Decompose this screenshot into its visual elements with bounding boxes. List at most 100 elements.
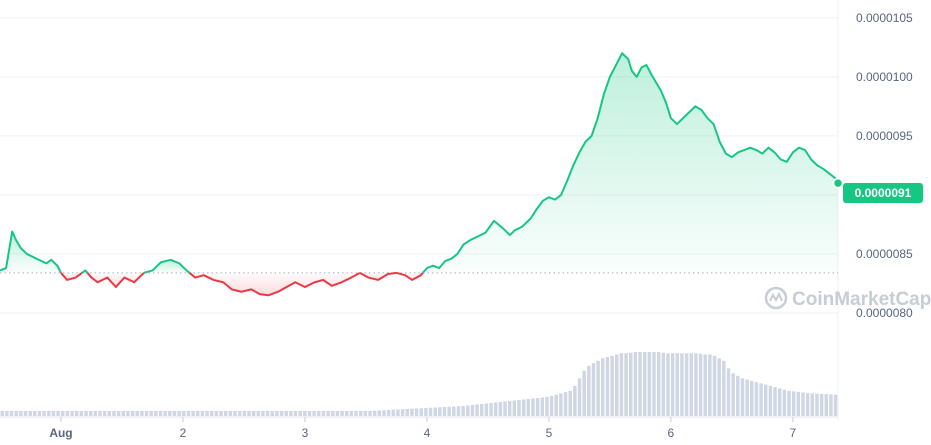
volume-bar	[503, 401, 507, 416]
down-line	[359, 271, 397, 281]
volume-bar	[456, 406, 461, 416]
volume-bar	[265, 410, 270, 416]
y-tick-label: 0.0000080	[856, 306, 913, 320]
volume-bar	[745, 379, 749, 416]
volume-bar	[559, 393, 563, 416]
volume-bar	[368, 410, 372, 416]
coinmarketcap-logo-icon	[764, 286, 788, 310]
volume-bar	[475, 404, 479, 416]
volume-bar	[93, 410, 98, 416]
volume-bar	[791, 391, 796, 416]
volume-bar	[196, 410, 200, 416]
volume-bar	[615, 354, 619, 416]
volume-bar	[56, 410, 60, 416]
y-tick-label: 0.0000105	[856, 11, 913, 25]
x-tick-label: 3	[302, 426, 309, 440]
volume-bar	[102, 410, 107, 416]
volume-bar	[205, 410, 209, 416]
volume-bar	[759, 383, 763, 416]
volume-bar	[400, 409, 405, 416]
volume-bar	[601, 358, 605, 416]
volume-bar	[545, 396, 549, 416]
volume-bar	[358, 410, 363, 416]
x-tick-label: 7	[790, 426, 797, 440]
volume-bar	[466, 405, 470, 416]
volume-bar	[251, 410, 256, 416]
volume-bar	[405, 408, 409, 416]
volume-bar	[521, 399, 526, 416]
grid-lines	[0, 0, 839, 420]
volume-bar	[307, 410, 312, 416]
x-axis: Aug 2 3 4 5 6 7	[0, 416, 838, 440]
volume-bar	[689, 353, 693, 416]
volume-bar	[135, 410, 139, 416]
volume-bar	[270, 410, 274, 416]
volume-bar	[65, 410, 70, 416]
volume-bar	[247, 410, 251, 416]
volume-bar	[256, 410, 261, 416]
up-area	[0, 231, 61, 273]
volume-bar	[717, 358, 721, 416]
volume-bar	[703, 354, 707, 416]
volume-bar	[661, 352, 666, 416]
y-tick-label: 0.0000095	[856, 129, 913, 143]
volume-bar	[149, 410, 153, 416]
volume-bar	[47, 410, 51, 416]
volume-bar	[116, 410, 121, 416]
volume-bar	[605, 357, 610, 416]
volume-bar	[303, 410, 307, 416]
volume-bar	[484, 403, 489, 416]
volume-bar	[633, 352, 638, 416]
volume-bar	[191, 410, 195, 416]
volume-bar	[591, 363, 596, 416]
y-tick-label: 0.0000100	[856, 70, 913, 84]
volume-bar	[345, 410, 349, 416]
volume-bar	[554, 394, 558, 416]
volume-bar	[107, 410, 112, 416]
volume-bar	[498, 401, 503, 416]
volume-bar	[540, 397, 544, 416]
volume-bar	[461, 405, 465, 416]
volume-bar	[70, 410, 74, 416]
down-line	[188, 271, 361, 297]
volume-bar	[382, 410, 386, 416]
volume-bar	[289, 410, 293, 416]
volume-bar	[489, 402, 493, 416]
volume-bar	[363, 410, 368, 416]
volume-bar	[163, 410, 167, 416]
volume-bar	[447, 406, 451, 416]
x-tick-label: 2	[180, 426, 187, 440]
volume-bar	[647, 352, 652, 416]
watermark-text: CoinMarketCap	[792, 289, 931, 310]
current-price-tag: 0.0000091	[843, 183, 923, 203]
price-line	[0, 52, 839, 297]
volume-bar	[9, 410, 14, 416]
watermark: CoinMarketCap	[764, 286, 931, 310]
volume-bar	[321, 410, 326, 416]
volume-bar	[28, 410, 32, 416]
price-area	[0, 53, 838, 296]
volume-bar	[573, 385, 577, 416]
volume-bar	[140, 410, 144, 416]
volume-bar	[433, 407, 437, 416]
volume-bar	[168, 410, 172, 416]
volume-bar	[154, 410, 158, 416]
volume-bar	[577, 378, 582, 416]
volume-bar	[298, 410, 302, 416]
volume-bar	[470, 404, 475, 416]
volume-bar	[391, 409, 396, 416]
volume-bar	[829, 394, 833, 416]
volume-bar	[805, 392, 810, 416]
volume-bar	[261, 410, 265, 416]
current-price-label: 0.0000091	[855, 186, 912, 200]
volume-bar	[624, 353, 628, 416]
volume-bar	[233, 410, 237, 416]
volume-bar	[42, 410, 46, 416]
up-line	[422, 52, 839, 274]
volume-bar	[419, 408, 423, 416]
volume-bar	[773, 387, 777, 416]
volume-bar	[684, 353, 689, 416]
volume-bar	[372, 410, 377, 416]
volume-bar	[708, 354, 712, 416]
